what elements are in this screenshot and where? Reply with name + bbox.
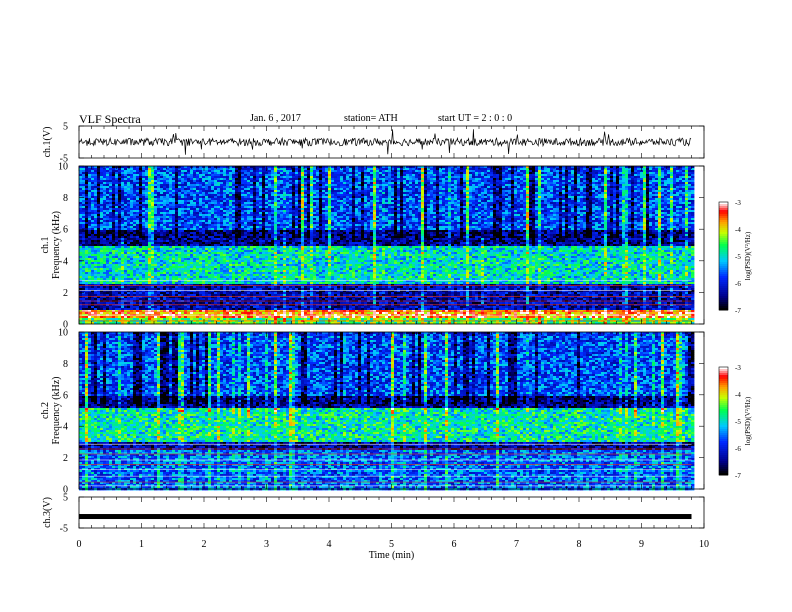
vlf-spectra-figure: VLF Spectra Jan. 6 , 2017 station= ATH s… bbox=[0, 0, 792, 612]
